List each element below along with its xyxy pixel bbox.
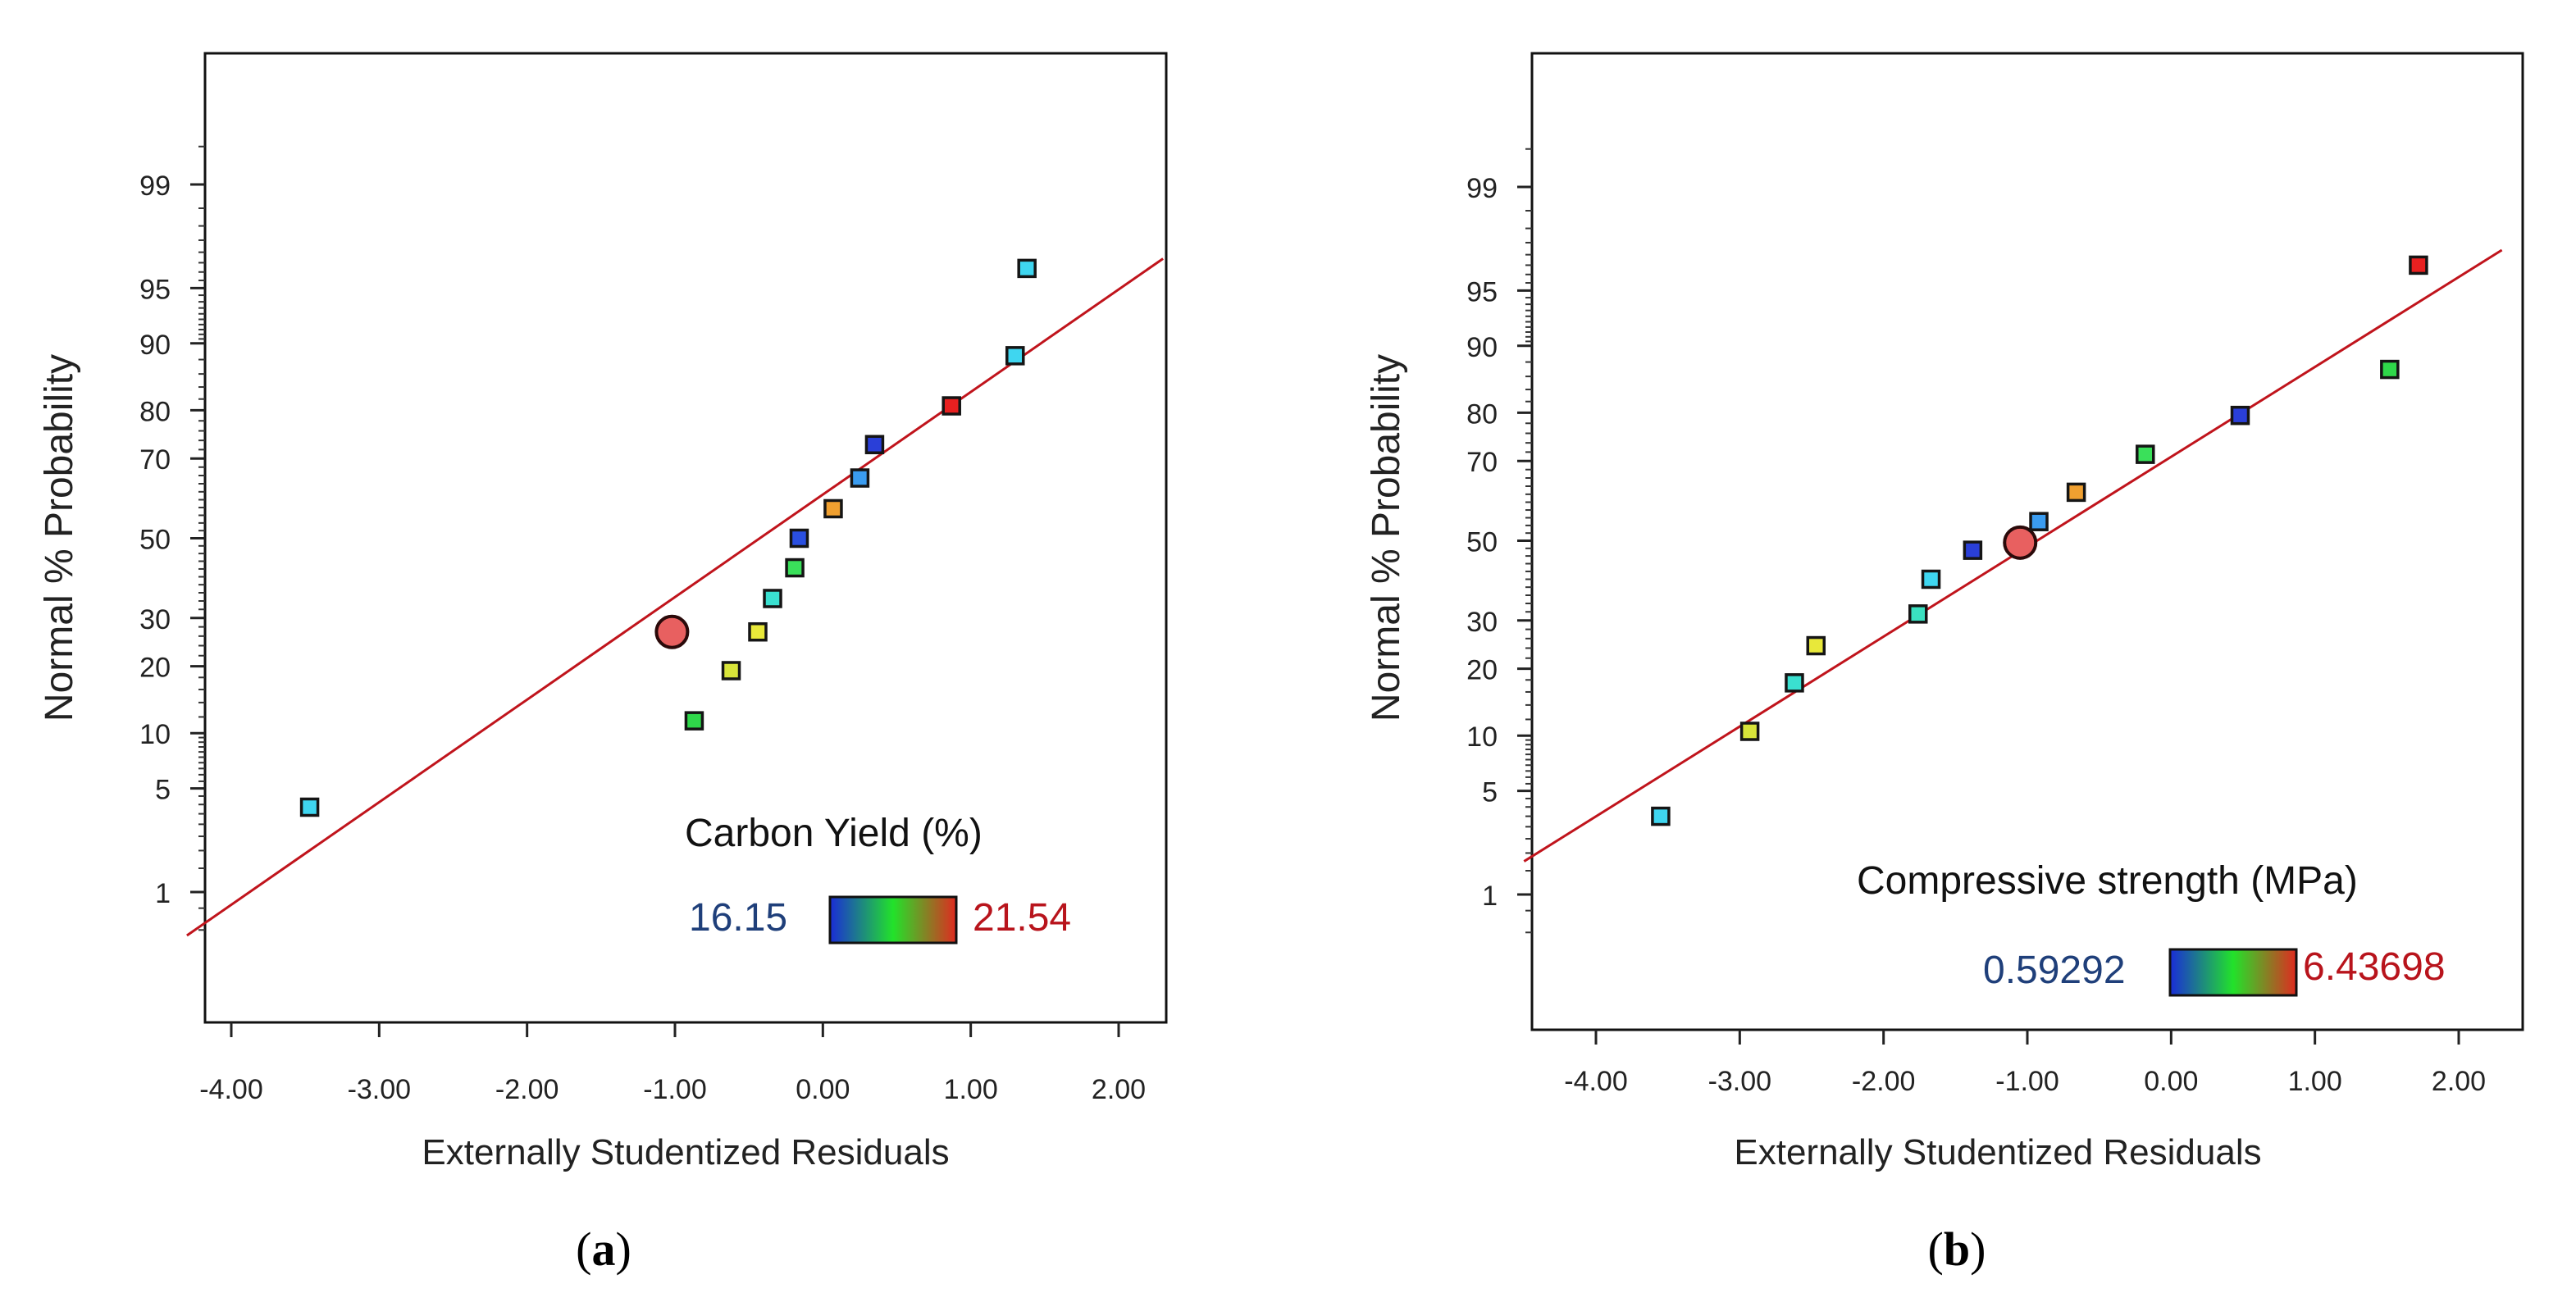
x-tick-label: 0.00 <box>796 1074 850 1105</box>
x-tick-label: -4.00 <box>1564 1066 1628 1097</box>
data-point <box>941 396 961 416</box>
data-point <box>721 661 741 681</box>
y-tick-label: 95 <box>1466 276 1498 307</box>
data-point <box>785 558 805 578</box>
x-tick-label: -4.00 <box>199 1074 263 1105</box>
y-tick-label: 30 <box>139 604 171 635</box>
panel-a-legend-min: 16.15 <box>689 896 787 940</box>
data-point <box>2380 359 2400 380</box>
data-point <box>2066 482 2086 503</box>
panel-b-legend-max: 6.43698 <box>2303 945 2446 989</box>
data-point <box>1785 673 1804 693</box>
x-tick-label: 1.00 <box>944 1074 998 1105</box>
y-tick-label: 20 <box>1466 655 1498 686</box>
panel-b-y-ticks: 1 5 10 20 30 50 70 80 90 95 99 <box>1466 148 1532 934</box>
panel-a-caption: (a) <box>576 1222 631 1276</box>
data-point <box>1005 346 1025 366</box>
panel-a-legend: Carbon Yield (%) 16.15 21.54 <box>685 812 1071 945</box>
y-tick-label: 90 <box>1466 332 1498 363</box>
panel-a-plot-frame <box>203 52 1168 1024</box>
y-tick-label: 1 <box>155 878 171 909</box>
y-tick-label: 20 <box>139 653 171 684</box>
x-tick-label: -2.00 <box>495 1074 559 1105</box>
panel-b-caption: (b) <box>1928 1222 1986 1276</box>
y-tick-label: 5 <box>1482 777 1498 808</box>
panel-b-legend-title: Compressive strength (MPa) <box>1857 859 2358 903</box>
y-tick-label: 70 <box>139 444 171 476</box>
data-point <box>2409 255 2428 275</box>
panel-a-y-axis-title: Normal % Probability <box>38 354 81 722</box>
y-tick-label: 90 <box>139 330 171 361</box>
data-point <box>2136 444 2155 464</box>
x-tick-label: 2.00 <box>2432 1066 2486 1097</box>
y-tick-label: 30 <box>1466 607 1498 638</box>
data-point <box>2029 512 2049 531</box>
y-tick-label: 70 <box>1466 447 1498 478</box>
panel-b-x-axis-title: Externally Studentized Residuals <box>1734 1132 2261 1172</box>
data-point <box>1908 604 1928 624</box>
panel-a-x-ticks: -4.00 -3.00 -2.00 -1.00 0.00 1.00 2.00 <box>199 1022 1146 1105</box>
panel-a-legend-max: 21.54 <box>973 896 1071 940</box>
x-tick-label: 1.00 <box>2288 1066 2342 1097</box>
data-point <box>748 621 768 642</box>
x-tick-label: -1.00 <box>1995 1066 2059 1097</box>
center-point-marker <box>2003 525 2038 560</box>
data-point <box>1739 722 1760 741</box>
y-tick-label: 10 <box>139 719 171 750</box>
center-point-marker <box>654 614 690 649</box>
panel-b-legend: Compressive strength (MPa) 0.59292 6.436… <box>1857 859 2446 997</box>
panel-a-color-scale <box>828 895 958 945</box>
data-point <box>1806 635 1826 656</box>
x-tick-label: 0.00 <box>2144 1066 2198 1097</box>
panel-b-plot-area <box>1523 248 2503 863</box>
data-point <box>1921 569 1941 589</box>
panel-a-legend-title: Carbon Yield (%) <box>685 812 983 855</box>
panel-a: 1 5 10 20 30 50 70 80 90 95 99 -4.00 -3.00 -2.00 -1.0… <box>38 52 1168 1276</box>
y-tick-label: 95 <box>139 274 171 305</box>
panel-b-x-ticks: -4.00 -3.00 -2.00 -1.00 0.00 1.00 2.00 <box>1564 1030 2486 1097</box>
data-point <box>684 711 704 731</box>
y-tick-label: 99 <box>139 171 171 202</box>
y-tick-label: 80 <box>139 396 171 427</box>
y-tick-label: 50 <box>139 525 171 556</box>
data-point <box>789 528 809 549</box>
y-tick-label: 1 <box>1482 881 1498 912</box>
y-tick-label: 5 <box>155 775 171 806</box>
panel-b-color-scale <box>2168 948 2298 997</box>
data-point <box>763 589 782 608</box>
x-tick-label: 2.00 <box>1092 1074 1146 1105</box>
data-point <box>1651 806 1671 826</box>
y-tick-label: 10 <box>1466 722 1498 753</box>
panel-b-legend-min: 0.59292 <box>1983 949 2126 992</box>
panel-a-plot-area <box>186 257 1164 937</box>
y-tick-label: 99 <box>1466 173 1498 204</box>
panel-b-label: b <box>1944 1222 1970 1276</box>
data-point <box>299 797 320 817</box>
panel-b-y-axis-title: Normal % Probability <box>1365 354 1408 722</box>
panel-a-x-axis-title: Externally Studentized Residuals <box>422 1132 949 1172</box>
fit-line <box>186 257 1164 937</box>
data-point <box>823 498 843 519</box>
x-tick-label: -1.00 <box>643 1074 707 1105</box>
data-point <box>2230 405 2250 426</box>
x-tick-label: -2.00 <box>1852 1066 1916 1097</box>
panel-b: 1 5 10 20 30 50 70 80 90 95 99 -4.00 -3.00 -2.00 -1.0… <box>1365 52 2524 1276</box>
x-tick-label: -3.00 <box>348 1074 412 1105</box>
data-point <box>864 435 885 455</box>
data-point <box>850 468 870 488</box>
y-tick-label: 80 <box>1466 398 1498 430</box>
data-point <box>1017 258 1037 279</box>
data-point <box>1963 540 1983 560</box>
panel-a-label: a <box>592 1222 616 1276</box>
x-tick-label: -3.00 <box>1708 1066 1772 1097</box>
y-tick-label: 50 <box>1466 527 1498 558</box>
panel-a-y-ticks: 1 5 10 20 30 50 70 80 90 95 99 <box>139 145 205 931</box>
